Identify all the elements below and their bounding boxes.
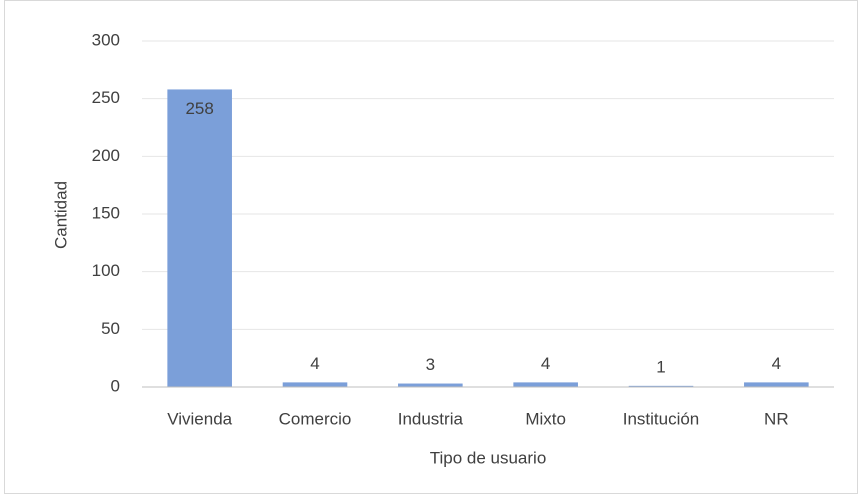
x-tick-label: Industria (398, 409, 464, 428)
data-label: 258 (185, 99, 213, 118)
data-label: 4 (310, 354, 319, 373)
y-tick-label: 0 (111, 376, 120, 395)
x-tick-label: Institución (623, 409, 700, 428)
x-tick-label: NR (764, 409, 789, 428)
y-tick-label: 200 (92, 146, 120, 165)
chart-border (4, 0, 858, 494)
x-tick-label: Comercio (279, 409, 352, 428)
x-tick-label: Mixto (525, 409, 566, 428)
bar (513, 382, 578, 387)
data-label: 3 (426, 355, 435, 374)
data-label: 4 (772, 354, 781, 373)
y-tick-label: 100 (92, 261, 120, 280)
y-tick-label: 250 (92, 88, 120, 107)
y-tick-label: 150 (92, 203, 120, 222)
bar (398, 383, 463, 387)
bar (744, 382, 809, 387)
bar (282, 382, 348, 387)
bar (628, 385, 694, 387)
y-tick-label: 300 (92, 30, 120, 49)
bar (167, 89, 232, 387)
y-axis-title: Cantidad (51, 181, 70, 249)
y-tick-label: 50 (101, 319, 120, 338)
x-tick-label: Vivienda (167, 409, 232, 428)
x-axis-title: Tipo de usuario (430, 448, 547, 467)
data-label: 1 (656, 357, 665, 376)
data-label: 4 (541, 354, 550, 373)
